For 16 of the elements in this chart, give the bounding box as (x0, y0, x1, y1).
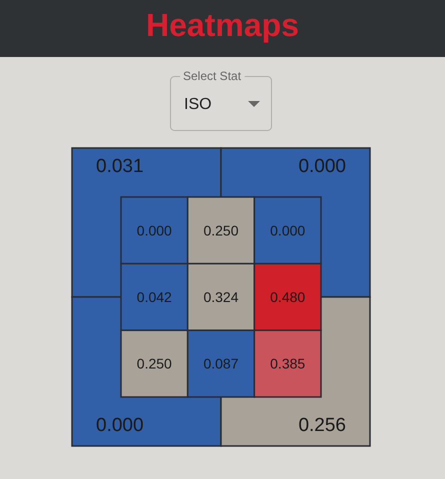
data-label: 0.000 (270, 222, 306, 238)
text: ISO (184, 96, 212, 113)
chart-title: Heatmaps (146, 7, 299, 43)
data-label: 0.385 (270, 356, 306, 372)
data-label: 0.087 (203, 356, 239, 372)
data-label: 0.250 (136, 356, 172, 372)
data-label: 0.000 (96, 415, 144, 436)
data-label: 0.000 (298, 156, 346, 177)
data-label: 0.031 (96, 156, 144, 177)
data-label: 0.256 (298, 415, 346, 436)
data-label: 0.480 (270, 289, 306, 305)
data-label: 0.042 (136, 289, 172, 305)
data-label: 0.250 (203, 222, 239, 238)
data-label: 0.000 (136, 222, 172, 238)
data-label: 0.324 (203, 289, 239, 305)
text: Select Stat (183, 69, 242, 83)
